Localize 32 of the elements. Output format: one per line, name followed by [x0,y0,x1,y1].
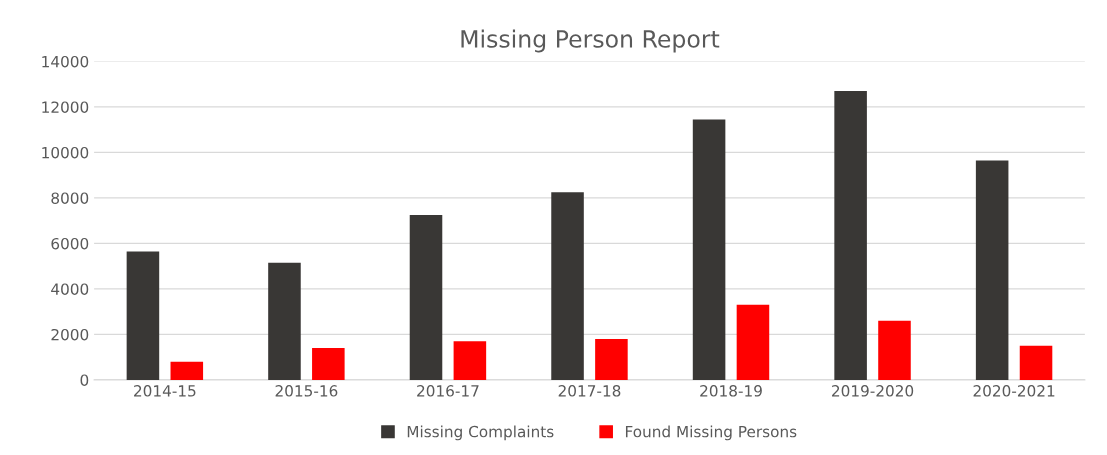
x-tick-label: 2019-2020 [832,385,914,397]
bar [409,214,443,380]
x-tick-label: 2017-18 [558,385,621,397]
x-tick-label: 2014-15 [134,385,196,397]
y-tick-label: 0 [80,374,89,386]
bar [1019,345,1053,380]
bar [834,91,867,380]
bar [312,348,345,380]
legend-label: Found Missing Persons [625,425,797,441]
bar [878,320,911,380]
y-tick-label: 14000 [42,55,89,68]
y-tick-label: 4000 [51,283,89,295]
x-tick-label: 2018-19 [700,385,762,397]
y-tick-label: 8000 [51,192,89,204]
bar [692,119,726,380]
bar [736,304,770,380]
y-tick-label: 2000 [51,328,89,341]
x-tick-label: 2020-2021 [973,385,1055,397]
bar [975,160,1009,380]
chart-title: Missing Person Report [461,29,720,53]
y-tick-label: 12000 [42,101,89,113]
bar [268,262,301,380]
legend-label: Missing Complaints [407,425,554,441]
bar [126,251,160,380]
bar [453,341,487,380]
x-tick-label: 2015-16 [275,385,338,397]
y-tick-label: 6000 [51,237,89,250]
y-tick-label: 10000 [42,146,89,159]
bar [170,361,204,380]
bar [595,338,628,380]
x-tick-label: 2016-17 [417,385,479,397]
bar [551,192,584,380]
